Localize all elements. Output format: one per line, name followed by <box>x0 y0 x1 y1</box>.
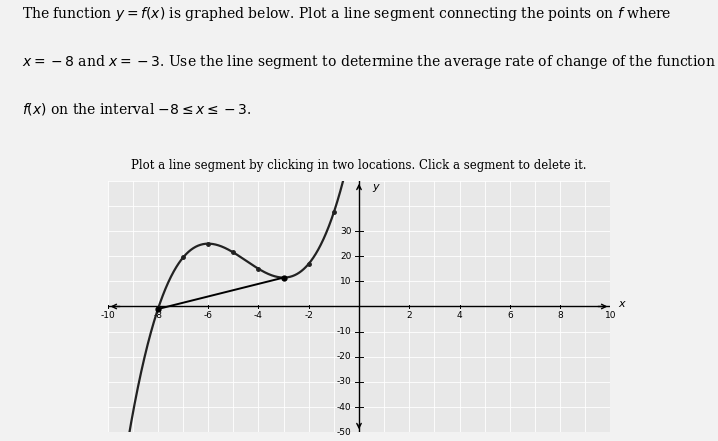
Text: -10: -10 <box>101 311 115 320</box>
Text: -6: -6 <box>204 311 213 320</box>
Text: 30: 30 <box>340 227 352 235</box>
Text: -4: -4 <box>254 311 263 320</box>
Text: -40: -40 <box>337 403 352 411</box>
Text: $x = -8$ and $x = -3$. Use the line segment to determine the average rate of cha: $x = -8$ and $x = -3$. Use the line segm… <box>22 53 715 71</box>
Text: -10: -10 <box>337 327 352 336</box>
Text: 4: 4 <box>457 311 462 320</box>
Text: $f(x)$ on the interval $-8 \leq x \leq -3$.: $f(x)$ on the interval $-8 \leq x \leq -… <box>22 101 251 116</box>
Text: $y$: $y$ <box>372 182 381 194</box>
Text: -30: -30 <box>337 377 352 386</box>
Text: -20: -20 <box>337 352 352 361</box>
Text: -2: -2 <box>304 311 313 320</box>
Text: 8: 8 <box>557 311 563 320</box>
Text: Plot a line segment by clicking in two locations. Click a segment to delete it.: Plot a line segment by clicking in two l… <box>131 159 587 172</box>
Text: 6: 6 <box>507 311 513 320</box>
Text: $x$: $x$ <box>617 299 627 310</box>
Text: 2: 2 <box>406 311 412 320</box>
Text: -50: -50 <box>337 428 352 437</box>
Text: 10: 10 <box>340 277 352 286</box>
Text: 10: 10 <box>605 311 616 320</box>
Text: The function $y = f(x)$ is graphed below. Plot a line segment connecting the poi: The function $y = f(x)$ is graphed below… <box>22 5 671 23</box>
Text: 20: 20 <box>340 252 352 261</box>
Text: -8: -8 <box>154 311 162 320</box>
